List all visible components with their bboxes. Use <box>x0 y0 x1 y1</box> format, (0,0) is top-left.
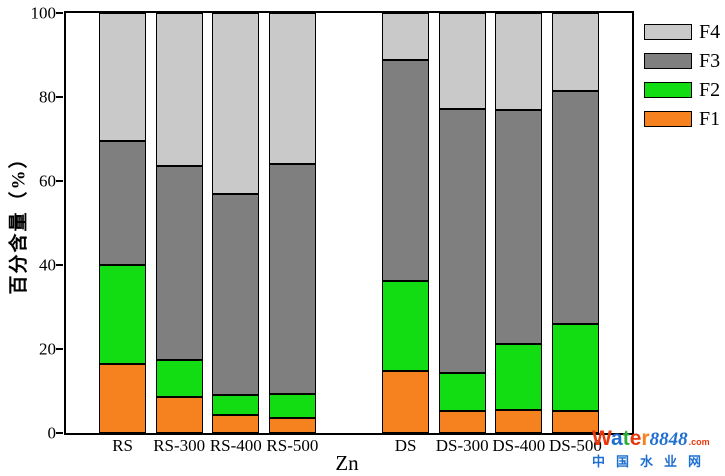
y-axis-tick-mark <box>56 96 63 98</box>
y-axis-tick-mark <box>56 12 63 14</box>
bar-rs <box>99 13 147 433</box>
x-axis-tick-labels: RS RS-300 RS-400 RS-500 DS DS-300 DS-400 DS-500 <box>66 437 632 457</box>
legend-label: F4 <box>699 21 721 43</box>
y-axis-tick-label: 100 <box>30 3 57 23</box>
bar-segment-f3 <box>438 109 486 374</box>
bar-segment-f3 <box>212 193 260 396</box>
x-axis-tick-label: RS <box>112 436 133 455</box>
bar-segment-f1 <box>99 363 147 433</box>
y-axis-tick-label: 20 <box>39 339 56 359</box>
bar-ds-400 <box>495 13 543 433</box>
y-axis-tick-label: 60 <box>39 171 56 191</box>
y-axis-tick-mark <box>56 432 63 434</box>
bar-segment-f3 <box>382 59 430 281</box>
bar-segment-f2 <box>268 394 316 418</box>
watermark-letter: W <box>592 427 612 450</box>
legend-swatch-f2 <box>644 82 692 98</box>
bar-ds <box>382 13 430 433</box>
x-axis-tick-label: DS-500 <box>548 436 602 455</box>
legend-label: F2 <box>699 79 721 101</box>
y-axis-tick-label: 40 <box>39 255 56 275</box>
bar-segment-f2 <box>155 359 203 398</box>
watermark-number: 8848 <box>649 429 688 450</box>
watermark-subtitle: 中国水业网 <box>592 454 713 469</box>
bar-segment-f3 <box>495 109 543 344</box>
bar-segment-f3 <box>155 166 203 360</box>
watermark-tld: .com <box>688 437 710 447</box>
bar-rs-400 <box>212 13 260 433</box>
legend-swatch-f4 <box>644 24 692 40</box>
bar-segment-f4 <box>495 13 543 110</box>
plot-area <box>66 13 632 433</box>
x-axis-tick-label: DS-400 <box>492 436 546 455</box>
bar-segment-f2 <box>99 265 147 364</box>
bar-segment-f3 <box>99 141 147 265</box>
legend-item-f3: F3 <box>644 51 720 71</box>
bar-segment-f1 <box>551 411 599 433</box>
bar-segment-f4 <box>212 13 260 194</box>
bar-segment-f1 <box>495 409 543 433</box>
legend-swatch-f3 <box>644 53 692 69</box>
bar-segment-f4 <box>382 13 430 60</box>
watermark-letter: r <box>641 427 650 450</box>
watermark-brand-letters: Water <box>592 428 650 449</box>
x-axis-tick-label: RS-400 <box>209 436 262 455</box>
bar-segment-f4 <box>551 13 599 91</box>
bar-segment-f2 <box>438 373 486 411</box>
legend-item-f1: F1 <box>644 109 720 129</box>
legend-item-f4: F4 <box>644 22 720 42</box>
legend: F4 F3 F2 F1 <box>644 22 720 138</box>
bar-segment-f2 <box>495 343 543 410</box>
bar-ds-300 <box>438 13 486 433</box>
legend-label: F1 <box>699 108 721 130</box>
bar-segment-f1 <box>212 414 260 433</box>
bar-segment-f2 <box>212 395 260 415</box>
bar-rs-300 <box>155 13 203 433</box>
bar-segment-f1 <box>382 371 430 433</box>
watermark: Water 8848 .com 中国水业网 <box>592 428 725 470</box>
y-axis-tick-label: 0 <box>47 423 57 443</box>
bar-segment-f4 <box>438 13 486 110</box>
y-axis-tick-mark <box>56 180 63 182</box>
plot-box <box>64 11 634 435</box>
bar-segment-f4 <box>99 13 147 142</box>
y-axis-tick-mark <box>56 264 63 266</box>
y-axis-tick-mark <box>56 348 63 350</box>
x-axis-tick-label: RS-500 <box>266 436 319 455</box>
x-axis-tick-label: DS <box>394 436 417 455</box>
y-axis-tick-label: 80 <box>39 87 56 107</box>
bar-segment-f4 <box>155 13 203 167</box>
bar-segment-f3 <box>551 90 599 324</box>
x-axis-tick-label: DS-300 <box>435 436 489 455</box>
watermark-letter: t <box>622 427 630 450</box>
bar-segment-f1 <box>438 410 486 433</box>
bar-rs-500 <box>268 13 316 433</box>
bar-segment-f2 <box>382 280 430 372</box>
bar-segment-f1 <box>155 397 203 433</box>
legend-swatch-f1 <box>644 111 692 127</box>
y-axis-tick-labels: 0 20 40 60 80 100 <box>0 5 57 442</box>
legend-label: F3 <box>699 50 721 72</box>
x-axis-tick-label: RS-300 <box>153 436 206 455</box>
legend-item-f2: F2 <box>644 80 720 100</box>
y-axis-ticks <box>56 12 64 434</box>
bar-segment-f3 <box>268 164 316 395</box>
watermark-letter: a <box>611 427 623 450</box>
watermark-brand: Water 8848 .com <box>592 428 725 449</box>
bar-segment-f1 <box>268 417 316 433</box>
bar-segment-f4 <box>268 13 316 165</box>
watermark-letter: e <box>629 427 642 450</box>
bar-segment-f2 <box>551 323 599 412</box>
bar-ds-500 <box>551 13 599 433</box>
x-axis-title: Zn <box>335 451 359 475</box>
